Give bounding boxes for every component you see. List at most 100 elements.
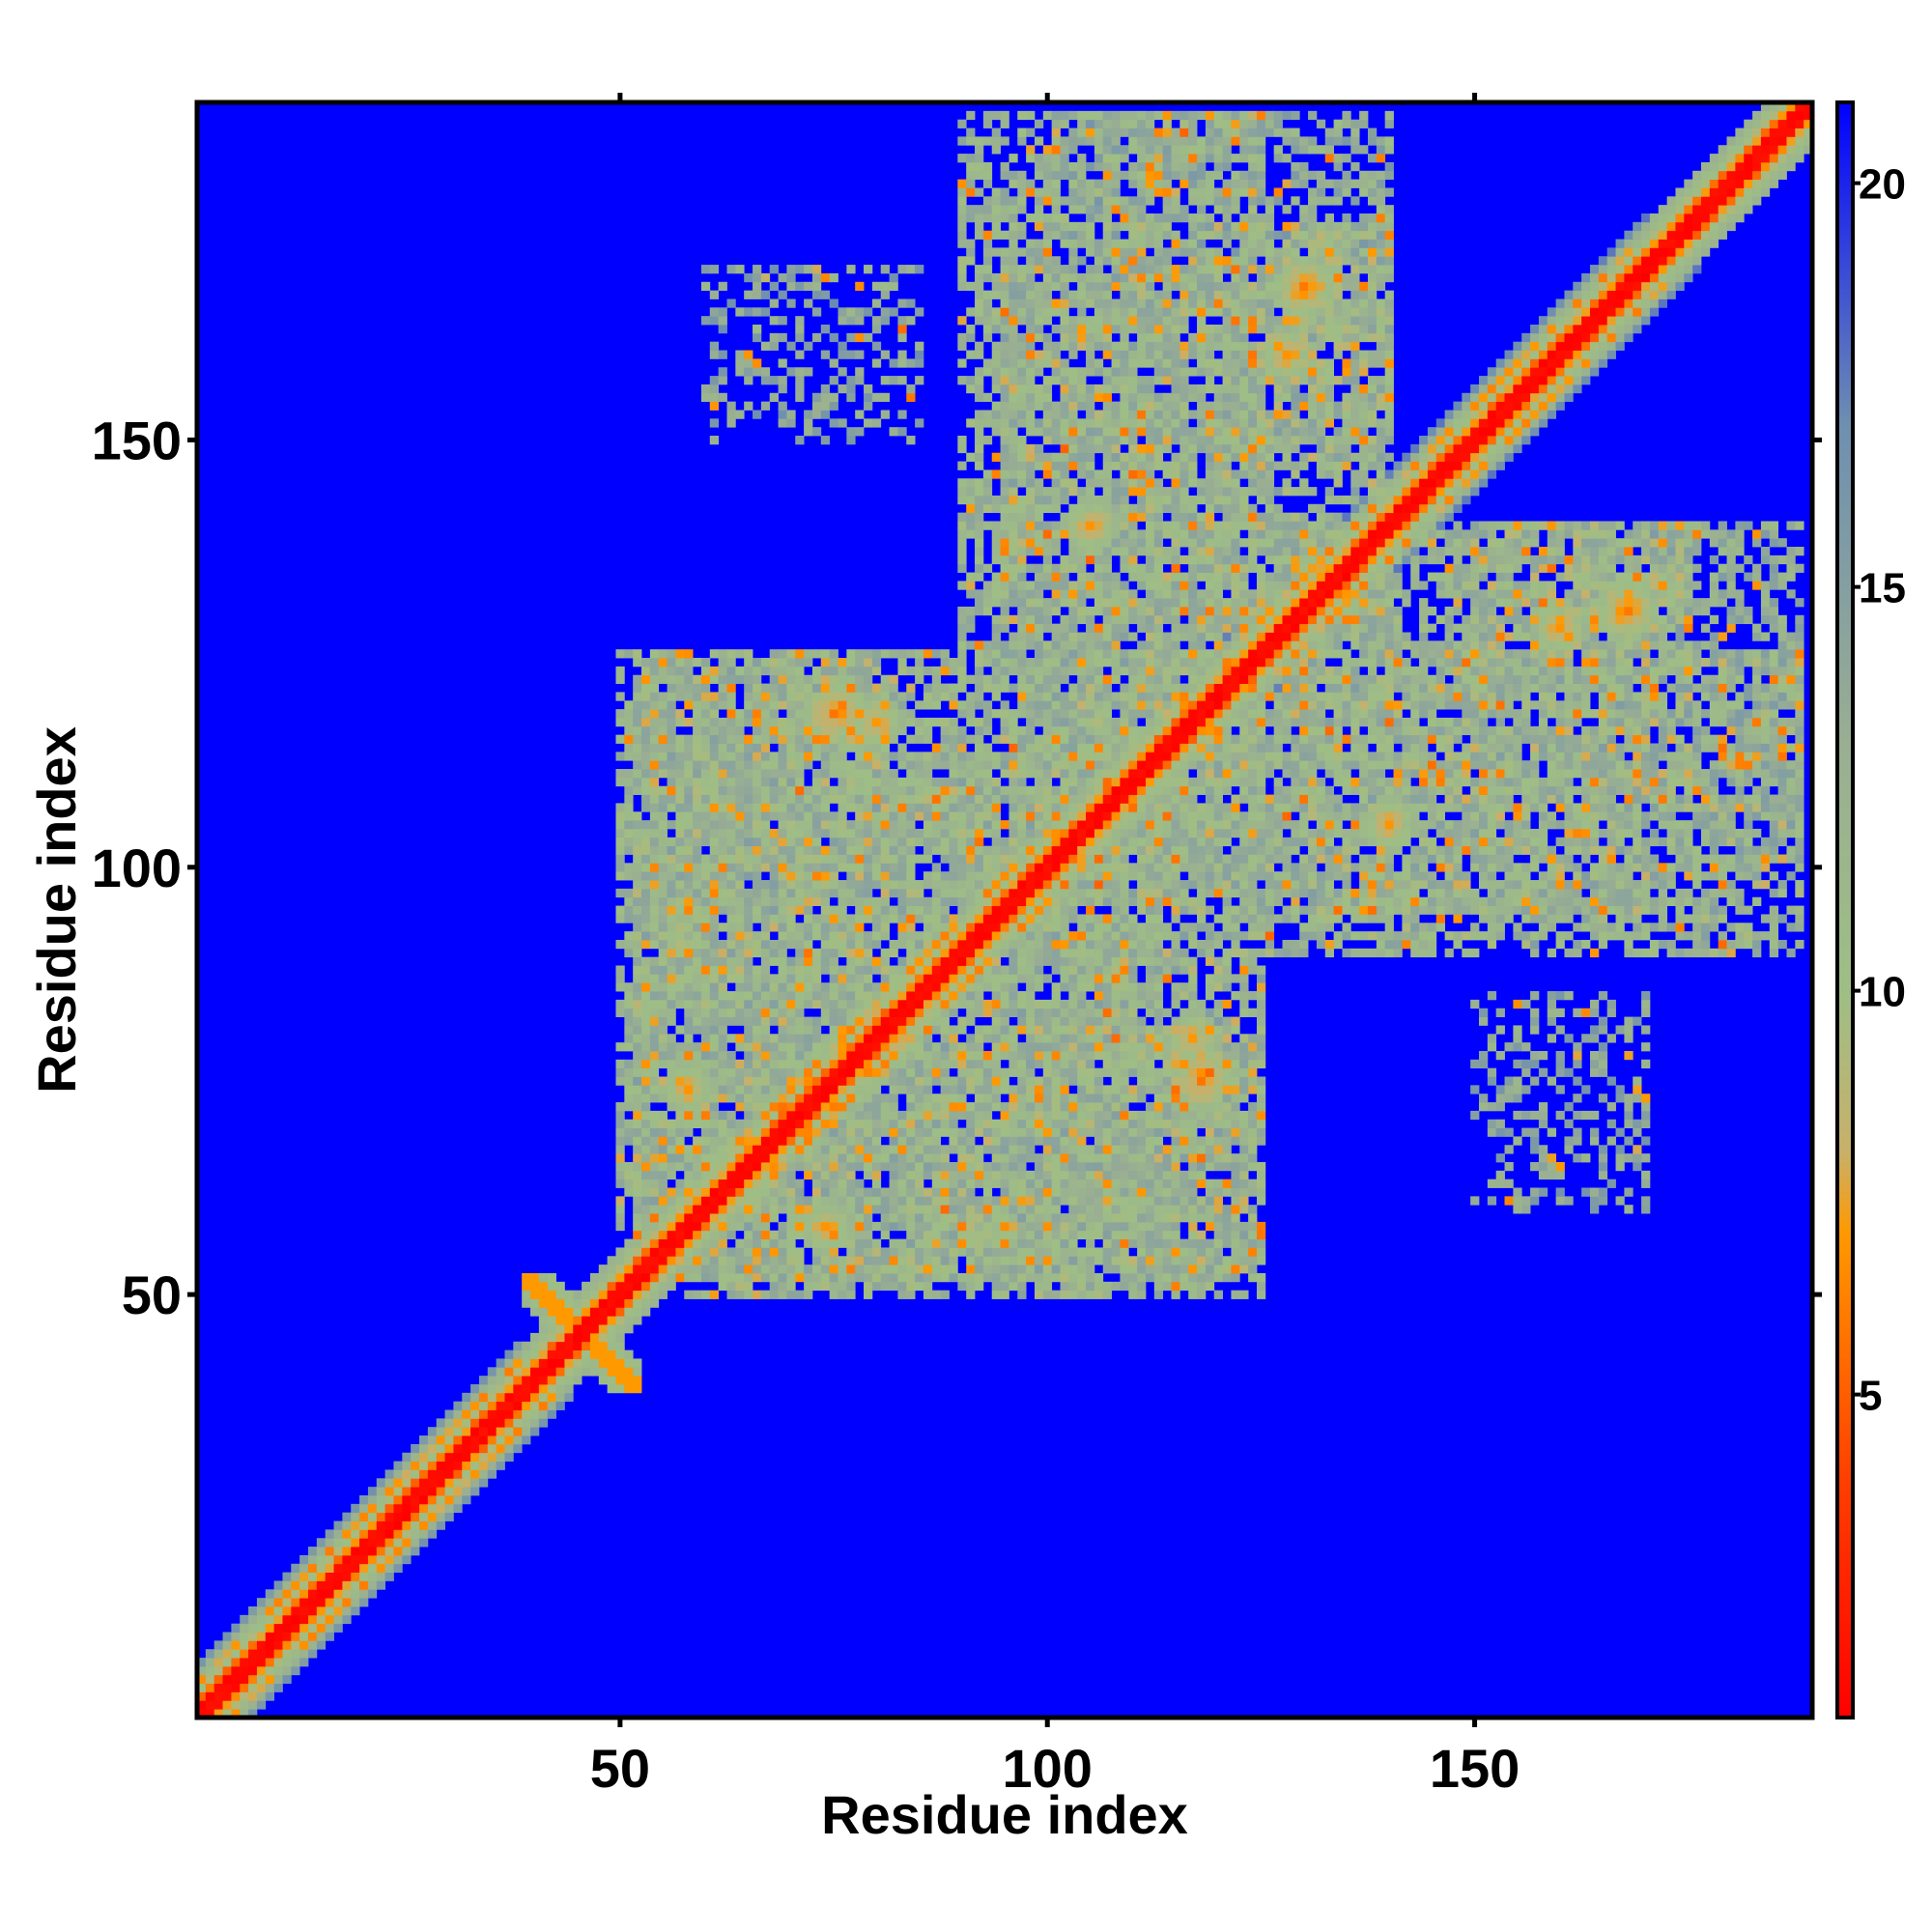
heatmap-cell [530,1307,549,1317]
heatmap-cell [753,1145,762,1154]
heatmap-cell [991,956,1001,966]
heatmap-cell [897,871,907,881]
heatmap-cell [675,905,685,915]
heatmap-cell [1051,1042,1061,1052]
heatmap-cell [658,1145,668,1154]
heatmap-cell [444,1478,454,1488]
heatmap-cell [889,974,898,983]
heatmap-cell [325,1538,334,1548]
heatmap-cell [753,982,762,992]
heatmap-cell [1530,1050,1540,1061]
heatmap-cell [684,1161,694,1172]
heatmap-cell [675,1136,685,1146]
heatmap-cell [684,1050,694,1061]
heatmap-cell [1171,905,1180,915]
heatmap-cell [804,1059,813,1069]
heatmap-cell [624,1272,634,1283]
heatmap-cell [1000,1213,1009,1223]
heatmap-cell [1795,888,1804,898]
heatmap-cell [906,1119,916,1128]
heatmap-cell [1009,1050,1018,1061]
heatmap-cell [1111,1153,1121,1163]
heatmap-cell [1427,871,1437,881]
heatmap-cell [1042,1205,1053,1214]
heatmap-cell [675,939,685,950]
heatmap-cell [1197,888,1207,898]
heatmap-cell [1573,948,1582,958]
heatmap-cell [753,1085,762,1094]
heatmap-cell [402,1461,412,1470]
heatmap-cell [744,1161,753,1172]
heatmap-cell [991,1205,1001,1214]
heatmap-cell [1487,1042,1497,1052]
heatmap-cell [1026,863,1036,872]
heatmap-cell [811,1059,822,1069]
heatmap-cell [470,1401,480,1410]
heatmap-cell [949,1102,958,1112]
heatmap-cell [273,1598,283,1607]
heatmap-cell [1128,1085,1138,1094]
heatmap-cell [804,1205,813,1214]
heatmap-cell [760,965,771,975]
heatmap-cell [325,1589,334,1599]
heatmap-cell [1034,1094,1044,1103]
heatmap-cell [1179,931,1189,941]
heatmap-cell [709,905,720,915]
heatmap-cell [982,965,993,975]
heatmap-cell [991,1085,1001,1094]
heatmap-cell [753,1110,762,1121]
heatmap-cell [838,905,847,915]
heatmap-cell [1068,905,1078,915]
heatmap-cell [1633,896,1642,906]
heatmap-cell [615,1127,625,1137]
heatmap-cell [675,991,685,1001]
heatmap-cell [624,1127,634,1137]
heatmap-cell [871,1119,882,1128]
heatmap-cell [1538,1187,1548,1197]
heatmap-cell [1367,871,1378,881]
heatmap-cell [316,1605,327,1616]
heatmap-cell [1324,923,1334,932]
heatmap-cell [1017,1170,1027,1180]
heatmap-cell [633,1110,642,1121]
heatmap-cell [897,896,907,906]
heatmap-cell [1264,931,1275,941]
heatmap-cell [462,1435,471,1445]
heatmap-cell [1402,854,1411,864]
heatmap-cell [607,1272,616,1283]
heatmap-cell [760,974,771,983]
heatmap-cell [589,1341,609,1350]
heatmap-cell [820,1102,831,1112]
heatmap-cell [1145,905,1155,915]
heatmap-cell [1111,956,1121,966]
heatmap-cell [1153,1153,1164,1163]
heatmap-cell [1128,982,1138,992]
heatmap-cell [1068,1170,1078,1180]
heatmap-cell [1342,863,1351,872]
heatmap-cell [906,863,916,872]
heatmap-cell [1197,1290,1207,1299]
heatmap-cell [470,1478,480,1488]
heatmap-cell [846,1059,856,1069]
heatmap-cell [880,854,890,864]
heatmap-cell [308,1547,318,1556]
heatmap-cell [760,1119,771,1128]
heatmap-cell [769,1094,779,1103]
heatmap-cell [1256,965,1266,975]
heatmap-cell [975,1025,984,1035]
heatmap-cell [299,1589,309,1599]
heatmap-cell [829,1050,838,1061]
heatmap-cell [530,1332,540,1343]
heatmap-cell [1042,948,1053,958]
heatmap-cell [402,1494,412,1505]
heatmap-cell [1256,863,1266,872]
heatmap-cell [598,1358,625,1368]
heatmap-cell [1547,896,1557,906]
heatmap-cell [615,1264,625,1274]
heatmap-cell [889,1127,898,1137]
heatmap-cell [897,1170,907,1180]
heatmap-cell [667,999,676,1009]
heatmap-cell [1060,1213,1069,1223]
heatmap-cell [248,1649,258,1659]
heatmap-cell [1171,1290,1180,1299]
